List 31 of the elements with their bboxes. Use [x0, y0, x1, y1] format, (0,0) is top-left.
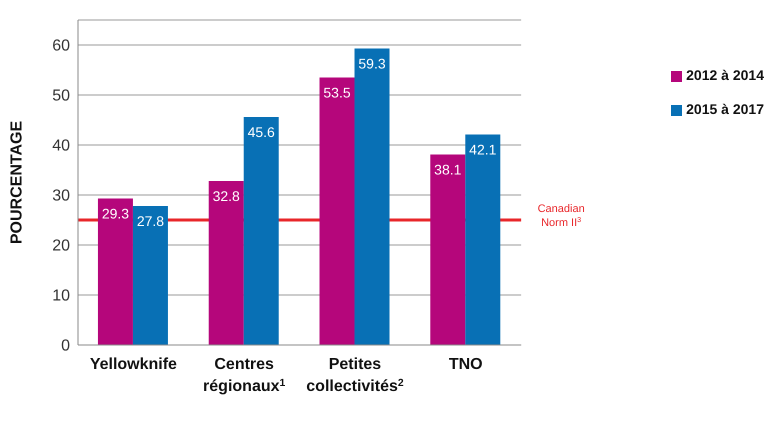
- data-label: 29.3: [102, 205, 130, 222]
- x-tick-label: Centres régionaux$^{1}$: [203, 356, 286, 395]
- data-label: 42.1: [469, 141, 497, 158]
- bar: [430, 154, 466, 345]
- bar: [320, 78, 355, 345]
- y-tick-label: 10: [52, 288, 70, 305]
- bar: [98, 198, 133, 345]
- bar: [465, 134, 500, 345]
- x-tick-label: TNO: [448, 356, 483, 373]
- bar: [354, 48, 390, 345]
- data-label: 32.8: [212, 188, 240, 204]
- y-tick-label: 20: [52, 238, 70, 255]
- bar: [208, 181, 244, 345]
- data-label: 59.3: [358, 55, 386, 72]
- x-tick-label: Petites collectivités$^{2}$: [306, 356, 404, 395]
- y-tick-label: 50: [52, 88, 70, 105]
- ref-line-label: Canadian Norm II$^{3}$: [538, 203, 585, 229]
- x-tick-label: Yellowknife: [90, 356, 178, 373]
- legend-label: 2012 à 2014: [686, 67, 764, 83]
- y-tick-label: 30: [52, 188, 70, 205]
- y-tick-label: 60: [52, 38, 70, 55]
- y-axis-title: POURCENTAGE: [8, 120, 26, 244]
- data-label: 45.6: [248, 124, 276, 140]
- bar: [132, 206, 168, 345]
- bar: [244, 117, 279, 345]
- data-label: 53.5: [323, 84, 351, 100]
- legend-label: 2015 à 2017: [686, 101, 764, 117]
- data-label: 27.8: [136, 212, 164, 229]
- y-tick-label: 0: [61, 338, 70, 355]
- y-tick-label: 40: [52, 138, 70, 155]
- data-label: 38.1: [434, 161, 462, 178]
